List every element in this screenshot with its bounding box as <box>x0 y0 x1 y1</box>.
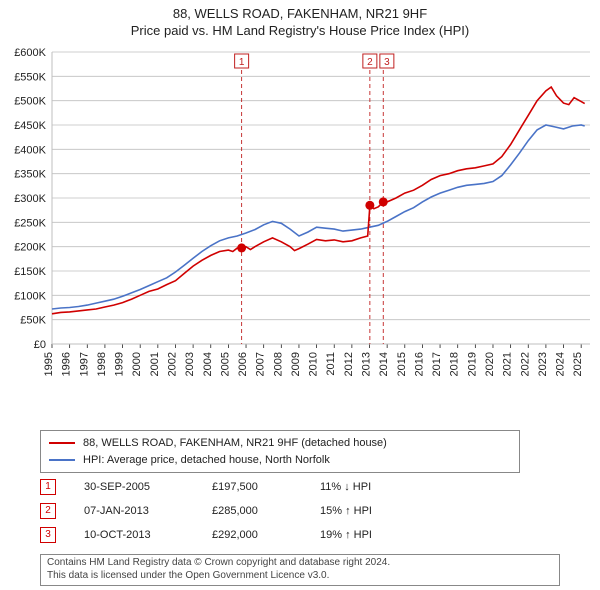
svg-text:2022: 2022 <box>519 352 531 376</box>
svg-text:1996: 1996 <box>61 352 73 376</box>
svg-text:£300K: £300K <box>14 193 46 205</box>
transaction-price: £197,500 <box>212 481 292 493</box>
svg-text:£400K: £400K <box>14 144 46 156</box>
transaction-row: 3 10-OCT-2013 £292,000 19% ↑ HPI <box>40 523 410 547</box>
transaction-delta: 11% ↓ HPI <box>320 481 410 493</box>
transaction-delta: 15% ↑ HPI <box>320 505 410 517</box>
transaction-date: 10-OCT-2013 <box>84 529 184 541</box>
legend-label-hpi: HPI: Average price, detached house, Nort… <box>83 452 330 469</box>
transaction-date: 30-SEP-2005 <box>84 481 184 493</box>
svg-text:£450K: £450K <box>14 120 46 132</box>
svg-text:2023: 2023 <box>537 352 549 376</box>
transaction-marker: 3 <box>40 527 56 543</box>
svg-text:2000: 2000 <box>131 352 143 376</box>
svg-text:2005: 2005 <box>219 352 231 376</box>
svg-text:2012: 2012 <box>343 352 355 376</box>
svg-text:£200K: £200K <box>14 242 46 254</box>
svg-text:£0: £0 <box>34 339 46 351</box>
svg-text:£100K: £100K <box>14 290 46 302</box>
svg-text:2014: 2014 <box>378 352 390 376</box>
svg-text:2002: 2002 <box>166 352 178 376</box>
svg-text:2010: 2010 <box>308 352 320 376</box>
svg-text:£600K: £600K <box>14 47 46 59</box>
footer-line1: Contains HM Land Registry data © Crown c… <box>47 557 553 570</box>
svg-text:2003: 2003 <box>184 352 196 376</box>
transaction-date: 07-JAN-2013 <box>84 505 184 517</box>
footer: Contains HM Land Registry data © Crown c… <box>40 554 560 586</box>
transaction-marker: 1 <box>40 479 56 495</box>
transaction-delta: 19% ↑ HPI <box>320 529 410 541</box>
svg-text:2006: 2006 <box>237 352 249 376</box>
svg-text:2007: 2007 <box>255 352 267 376</box>
svg-text:1: 1 <box>239 57 245 68</box>
svg-text:2009: 2009 <box>290 352 302 376</box>
legend-row-subject: 88, WELLS ROAD, FAKENHAM, NR21 9HF (deta… <box>49 435 511 452</box>
footer-line2: This data is licensed under the Open Gov… <box>47 570 553 583</box>
svg-text:2019: 2019 <box>466 352 478 376</box>
title-block: 88, WELLS ROAD, FAKENHAM, NR21 9HF Price… <box>0 0 600 40</box>
svg-text:£550K: £550K <box>14 71 46 83</box>
svg-text:2: 2 <box>367 57 373 68</box>
transactions-table: 1 30-SEP-2005 £197,500 11% ↓ HPI 2 07-JAN-201… <box>40 475 410 547</box>
transaction-row: 2 07-JAN-2013 £285,000 15% ↑ HPI <box>40 499 410 523</box>
svg-text:2018: 2018 <box>449 352 461 376</box>
svg-text:1997: 1997 <box>78 352 90 376</box>
svg-text:£250K: £250K <box>14 217 46 229</box>
chart: £0 £50K £100K £150K £200K £250K £300K £350K £400… <box>0 44 600 424</box>
svg-text:2013: 2013 <box>361 352 373 376</box>
legend-swatch-subject <box>49 442 75 444</box>
transaction-price: £292,000 <box>212 529 292 541</box>
svg-text:2025: 2025 <box>572 352 584 376</box>
legend-label-subject: 88, WELLS ROAD, FAKENHAM, NR21 9HF (deta… <box>83 435 387 452</box>
transaction-marker: 2 <box>40 503 56 519</box>
svg-text:2015: 2015 <box>396 352 408 376</box>
svg-text:2016: 2016 <box>413 352 425 376</box>
svg-text:2008: 2008 <box>272 352 284 376</box>
svg-text:£150K: £150K <box>14 266 46 278</box>
title-subtitle: Price paid vs. HM Land Registry's House … <box>0 23 600 40</box>
svg-text:£500K: £500K <box>14 96 46 108</box>
svg-text:£50K: £50K <box>20 315 46 327</box>
svg-text:3: 3 <box>384 57 390 68</box>
transaction-row: 1 30-SEP-2005 £197,500 11% ↓ HPI <box>40 475 410 499</box>
svg-text:2017: 2017 <box>431 352 443 376</box>
svg-text:2001: 2001 <box>149 352 161 376</box>
svg-text:£350K: £350K <box>14 169 46 181</box>
svg-text:2011: 2011 <box>325 352 337 376</box>
legend-swatch-hpi <box>49 459 75 461</box>
chart-svg: £0 £50K £100K £150K £200K £250K £300K £350K £400… <box>0 44 600 424</box>
legend: 88, WELLS ROAD, FAKENHAM, NR21 9HF (deta… <box>40 430 520 473</box>
svg-text:2004: 2004 <box>202 352 214 376</box>
svg-text:1998: 1998 <box>96 352 108 376</box>
title-address: 88, WELLS ROAD, FAKENHAM, NR21 9HF <box>0 6 600 23</box>
legend-row-hpi: HPI: Average price, detached house, Nort… <box>49 452 511 469</box>
svg-text:2020: 2020 <box>484 352 496 376</box>
transaction-price: £285,000 <box>212 505 292 517</box>
svg-text:1995: 1995 <box>43 352 55 376</box>
svg-text:2021: 2021 <box>502 352 514 376</box>
page: 88, WELLS ROAD, FAKENHAM, NR21 9HF Price… <box>0 0 600 590</box>
svg-text:1999: 1999 <box>114 352 126 376</box>
svg-text:2024: 2024 <box>555 352 567 376</box>
